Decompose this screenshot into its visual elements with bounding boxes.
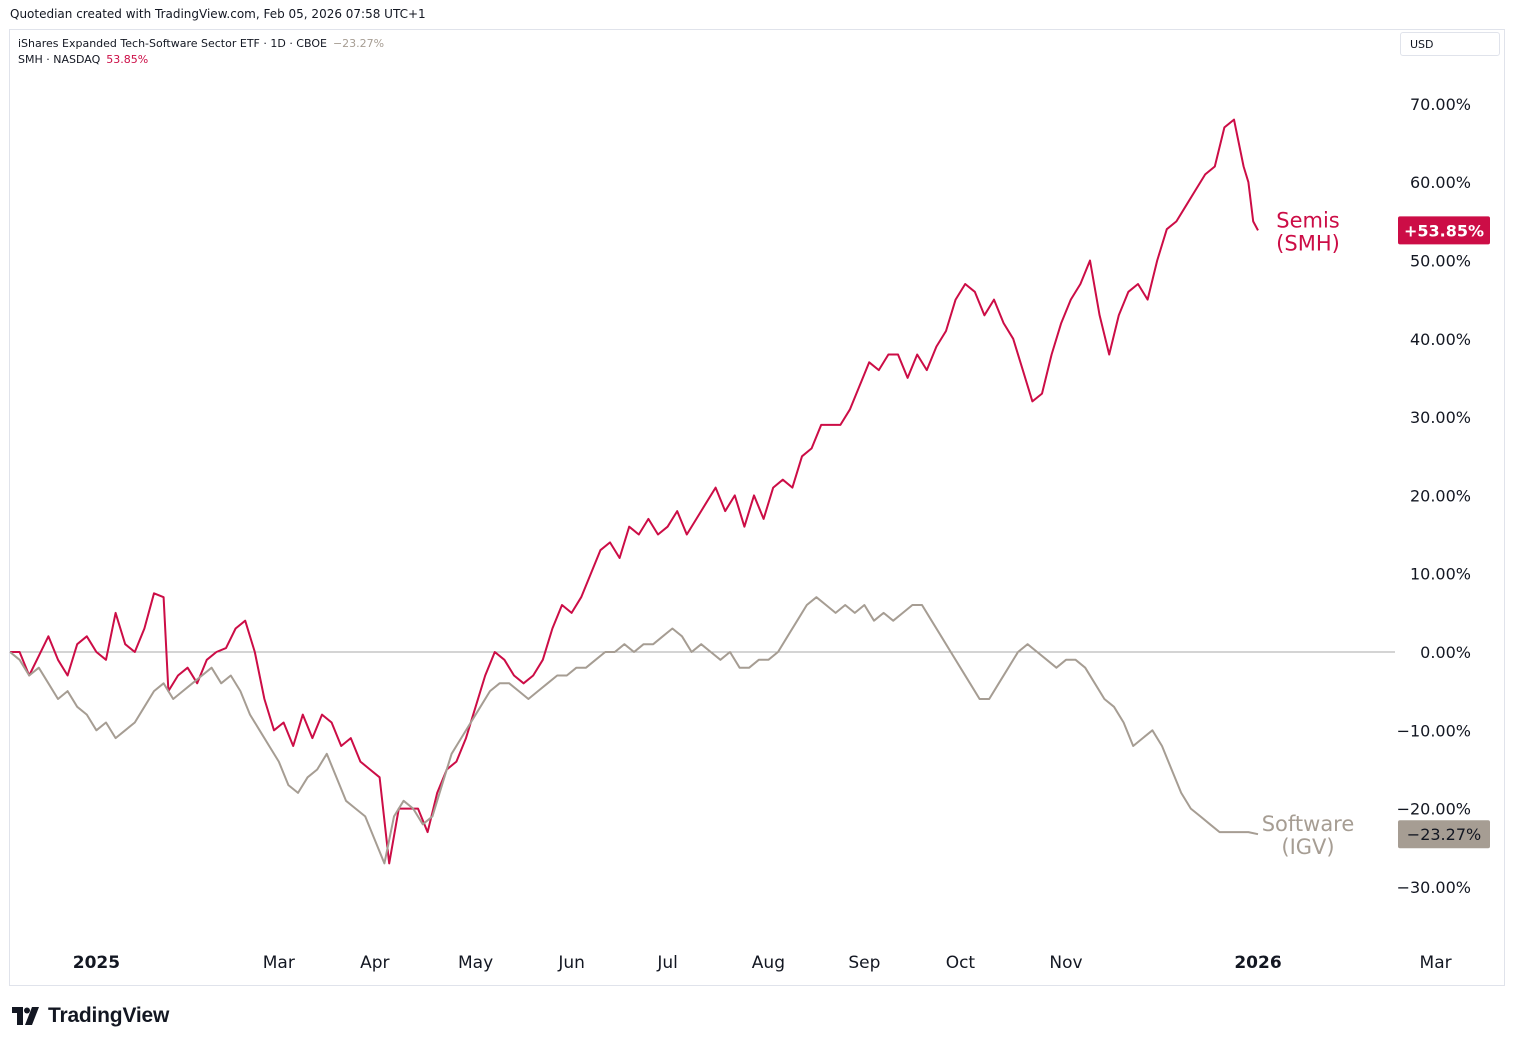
last-value-label: −23.27% — [1407, 825, 1481, 844]
y-tick-label: 60.00% — [1410, 173, 1471, 192]
last-value-label: +53.85% — [1404, 221, 1484, 240]
y-tick-label: 10.00% — [1410, 565, 1471, 584]
y-tick-label: 50.00% — [1410, 252, 1471, 271]
legend-value: 53.85% — [106, 53, 149, 66]
y-tick-label: −20.00% — [1397, 800, 1471, 819]
x-tick-label: 2026 — [1234, 953, 1281, 973]
legend-value: −23.27% — [332, 37, 385, 50]
currency-selector[interactable]: USD — [1400, 32, 1500, 56]
legend-label: iShares Expanded Tech-Software Sector ET… — [18, 37, 327, 50]
x-tick-label: Oct — [946, 953, 976, 973]
legend-item-smh[interactable]: SMH · NASDAQ 53.85% — [18, 53, 148, 66]
y-tick-label: −10.00% — [1397, 721, 1471, 740]
series-line-smh — [10, 118, 1259, 865]
tradingview-logo[interactable]: TradingView — [12, 1004, 169, 1028]
last-value-badge — [1398, 216, 1490, 245]
legend-label: SMH · NASDAQ — [18, 53, 101, 66]
series-label: (IGV) — [1281, 835, 1334, 859]
y-tick-label: 30.00% — [1410, 408, 1471, 427]
x-tick-label: Mar — [263, 953, 295, 973]
x-tick-label: Apr — [360, 953, 389, 973]
x-tick-label: Jun — [557, 953, 585, 973]
x-tick-label: May — [458, 953, 493, 973]
chart-pane[interactable] — [9, 29, 1505, 986]
tradingview-logo-text: TradingView — [48, 1004, 170, 1027]
chart-credit: Quotedian created with TradingView.com, … — [10, 7, 426, 21]
y-tick-label: 0.00% — [1420, 643, 1471, 662]
series-label: Software — [1262, 812, 1355, 836]
y-tick-label: 70.00% — [1410, 95, 1471, 114]
tradingview-logo-icon — [12, 1007, 39, 1025]
y-tick-label: −30.00% — [1397, 878, 1471, 897]
series-line-igv — [9, 596, 1259, 865]
series-label: Semis — [1276, 208, 1339, 232]
x-tick-label: Sep — [848, 953, 880, 973]
series-label: (SMH) — [1276, 231, 1340, 255]
x-tick-label: 2025 — [73, 953, 120, 973]
legend-item-igv[interactable]: iShares Expanded Tech-Software Sector ET… — [18, 37, 384, 50]
y-tick-label: 40.00% — [1410, 330, 1471, 349]
x-tick-label: Mar — [1420, 953, 1452, 973]
last-value-badge — [1398, 820, 1490, 849]
x-tick-label: Jul — [656, 953, 678, 973]
y-tick-label: 20.00% — [1410, 486, 1471, 505]
x-tick-label: Nov — [1049, 953, 1082, 973]
x-tick-label: Aug — [752, 953, 785, 973]
